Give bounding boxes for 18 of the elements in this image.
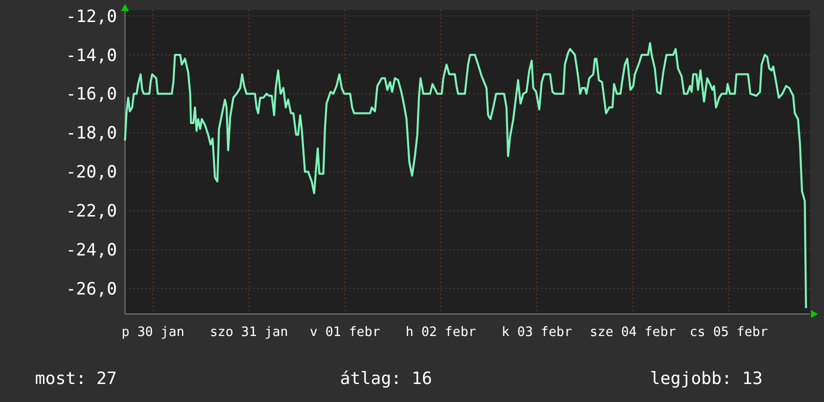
text: átlag: 16 <box>340 369 432 389</box>
y-tick-label: -18,0 <box>66 124 117 144</box>
y-tick-label: -12,0 <box>66 6 117 27</box>
text: legjobb: 13 <box>650 369 763 389</box>
x-tick-label: p 30 jan <box>122 325 184 340</box>
y-tick-label: -24,0 <box>66 240 117 261</box>
x-tick-label: k 03 febr <box>502 325 572 340</box>
text: most: 27 <box>35 369 117 389</box>
x-tick-label: cs 05 febr <box>690 325 768 340</box>
y-tick-label: -20,0 <box>66 162 117 183</box>
y-tick-label: -16,0 <box>66 84 117 105</box>
x-tick-label: szo 31 jan <box>210 325 288 340</box>
y-tick-label: -26,0 <box>66 280 117 300</box>
x-tick-label: h 02 febr <box>406 325 476 340</box>
y-tick-label: -22,0 <box>66 202 117 222</box>
y-tick-label: -14,0 <box>66 46 117 66</box>
x-tick-label: sze 04 febr <box>590 325 676 340</box>
x-tick-label: v 01 febr <box>310 325 380 340</box>
